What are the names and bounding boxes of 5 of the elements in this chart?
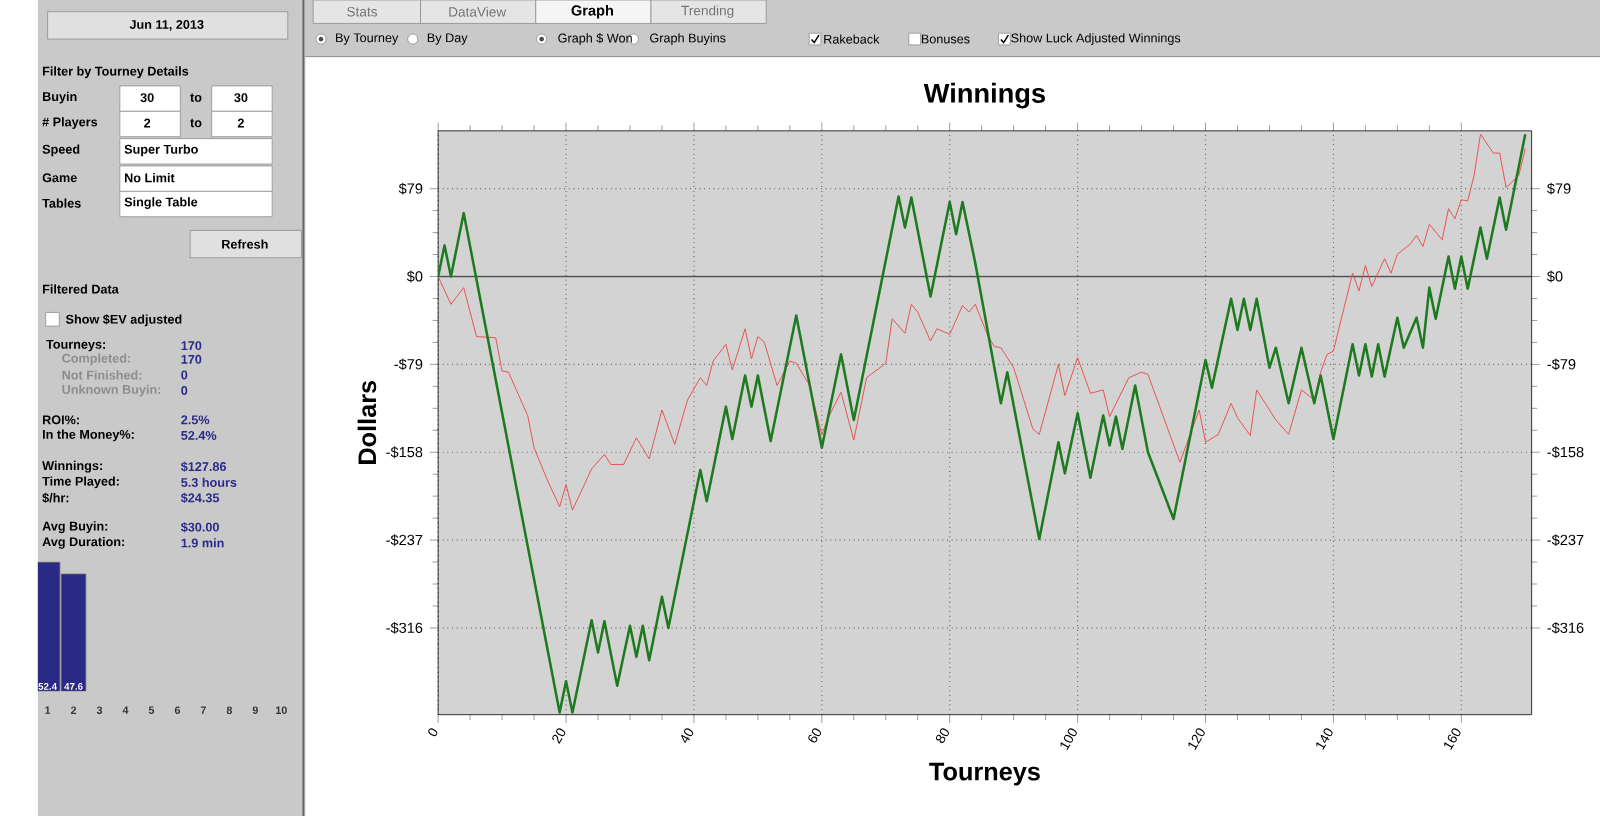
- y-axis-title: Dollars: [357, 380, 377, 464]
- x-axis-title: Tourneys: [929, 762, 1040, 786]
- line-series: [438, 132, 1527, 714]
- line-series: [438, 133, 1526, 511]
- chart-title: Winnings: [923, 82, 1045, 109]
